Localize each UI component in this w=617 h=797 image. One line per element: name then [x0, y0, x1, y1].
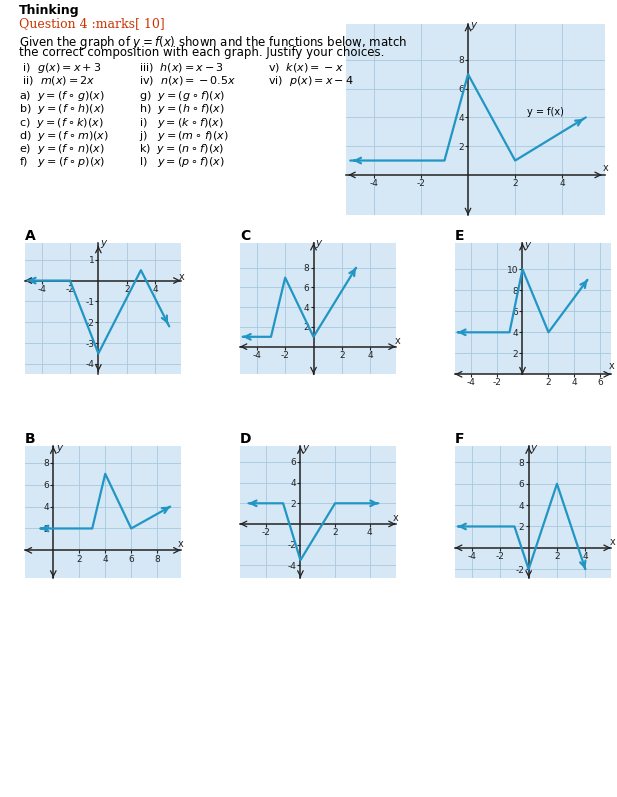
- Text: y: y: [302, 442, 308, 453]
- Text: F: F: [455, 433, 465, 446]
- Text: y = f(x): y = f(x): [527, 107, 564, 116]
- Text: the correct composition with each graph. Justify your choices.: the correct composition with each graph.…: [19, 46, 384, 59]
- Text: Given the graph of $y = f(x)$ shown and the functions below, match: Given the graph of $y = f(x)$ shown and …: [19, 34, 407, 51]
- Text: y: y: [530, 442, 536, 453]
- Text: i)  $g(x) = x + 3$: i) $g(x) = x + 3$: [19, 61, 101, 76]
- Text: vi)  $p(x) = x - 4$: vi) $p(x) = x - 4$: [268, 74, 354, 88]
- Text: ii)  $m(x) = 2x$: ii) $m(x) = 2x$: [19, 74, 95, 87]
- Text: d)  $y = (f \circ m)(x)$: d) $y = (f \circ m)(x)$: [19, 129, 109, 143]
- Text: j)   $y = (m \circ f)(x)$: j) $y = (m \circ f)(x)$: [139, 129, 228, 143]
- Text: x: x: [394, 336, 400, 346]
- Text: g)  $y = (g \circ f)(x)$: g) $y = (g \circ f)(x)$: [139, 89, 225, 104]
- Text: e)  $y = (f \circ n)(x)$: e) $y = (f \circ n)(x)$: [19, 142, 104, 156]
- Text: y: y: [100, 238, 106, 248]
- Text: a)  $y = (f \circ g)(x)$: a) $y = (f \circ g)(x)$: [19, 89, 104, 104]
- Text: h)  $y = (h \circ f)(x)$: h) $y = (h \circ f)(x)$: [139, 103, 225, 116]
- Text: k)  $y = (n \circ f)(x)$: k) $y = (n \circ f)(x)$: [139, 142, 224, 156]
- Text: v)  $k(x) = -x$: v) $k(x) = -x$: [268, 61, 344, 74]
- Text: B: B: [25, 433, 35, 446]
- Text: x: x: [610, 536, 615, 547]
- Text: i)   $y = (k \circ f)(x)$: i) $y = (k \circ f)(x)$: [139, 116, 224, 130]
- Text: x: x: [608, 361, 614, 371]
- Text: x: x: [602, 163, 608, 173]
- Text: c)  $y = (f \circ k)(x)$: c) $y = (f \circ k)(x)$: [19, 116, 103, 130]
- Text: E: E: [455, 229, 465, 243]
- Text: x: x: [392, 512, 398, 523]
- Text: D: D: [240, 433, 251, 446]
- Text: x: x: [179, 272, 185, 281]
- Text: f)   $y = (f \circ p)(x)$: f) $y = (f \circ p)(x)$: [19, 155, 105, 169]
- Text: l)   $y = (p \circ f)(x)$: l) $y = (p \circ f)(x)$: [139, 155, 225, 169]
- Text: C: C: [240, 229, 250, 243]
- Text: A: A: [25, 229, 35, 243]
- Text: x: x: [178, 539, 184, 549]
- Text: iv)  $n(x) = -0.5x$: iv) $n(x) = -0.5x$: [139, 74, 236, 87]
- Text: y: y: [56, 443, 62, 453]
- Text: y: y: [470, 20, 476, 30]
- Text: b)  $y = (f \circ h)(x)$: b) $y = (f \circ h)(x)$: [19, 103, 104, 116]
- Text: iii)  $h(x) = x - 3$: iii) $h(x) = x - 3$: [139, 61, 224, 74]
- Text: Question 4 :marks[ 10]: Question 4 :marks[ 10]: [19, 17, 164, 29]
- Text: y: y: [315, 238, 321, 248]
- Text: y: y: [524, 241, 530, 250]
- Text: Thinking: Thinking: [19, 4, 79, 17]
